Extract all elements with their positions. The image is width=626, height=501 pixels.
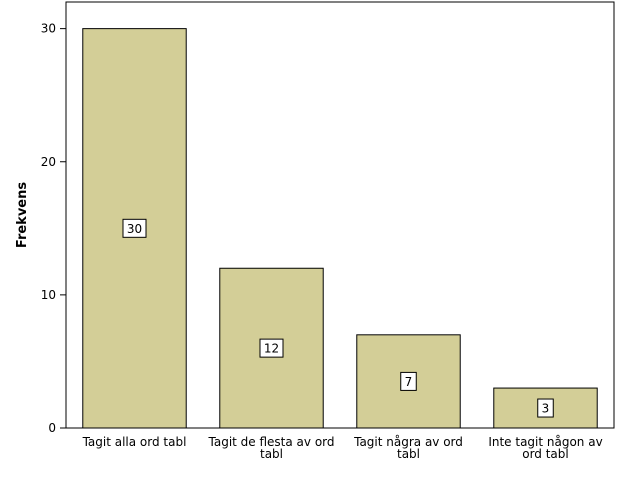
category-label: Tagit de flesta av ord [208, 435, 335, 449]
category-label: Tagit några av ord [353, 435, 463, 449]
data-label-box [400, 371, 417, 391]
category-label: Tagit alla ord tabl [82, 435, 187, 449]
category-label: Inte tagit någon av [488, 435, 602, 449]
data-label: 7 [405, 375, 413, 389]
data-label-box [537, 398, 554, 418]
y-axis-label: Frekvens [15, 182, 30, 248]
data-label-box [259, 338, 284, 358]
data-label: 12 [264, 342, 279, 356]
category-label: ord tabl [522, 447, 569, 461]
y-tick-label: 0 [48, 421, 56, 435]
category-label: tabl [260, 447, 283, 461]
y-tick-label: 10 [41, 288, 56, 302]
data-label: 3 [542, 402, 550, 416]
bar [356, 334, 461, 429]
y-axis: 0 10 20 30 [41, 22, 66, 435]
category-label: tabl [397, 447, 420, 461]
data-label-box [122, 218, 147, 238]
y-tick-label: 30 [41, 22, 56, 36]
data-label: 30 [127, 222, 142, 236]
bars: 30 12 7 3 [82, 28, 598, 429]
x-axis-labels: Tagit alla ord tabl Tagit de flesta av or… [82, 435, 603, 461]
y-tick-label: 20 [41, 155, 56, 169]
